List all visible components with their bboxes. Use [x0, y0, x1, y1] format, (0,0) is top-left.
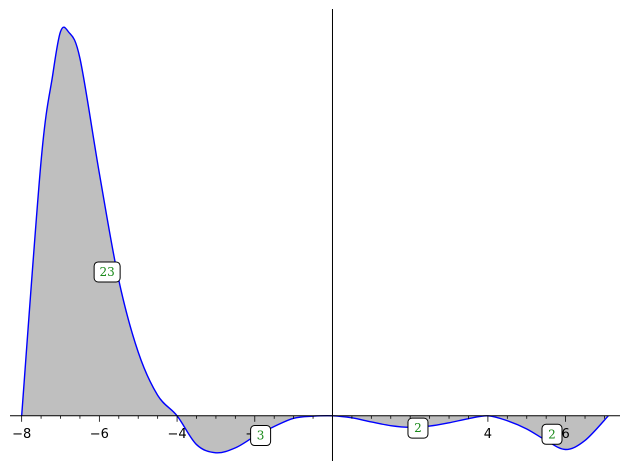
annotation-text: 2 [414, 421, 422, 435]
x-tick-label: −8 [12, 427, 31, 442]
annotation-text: 2 [548, 427, 556, 441]
x-tick-label: 4 [484, 427, 492, 442]
annotation-label: 3 [250, 425, 272, 447]
filled-area [21, 27, 609, 453]
annotation-box [250, 425, 272, 447]
annotations: 23 3 2 2 [93, 261, 563, 447]
x-tick-label: −6 [90, 427, 109, 442]
x-tick-label: −4 [167, 427, 186, 442]
series-line [20, 26, 609, 454]
annotation-label: 2 [541, 423, 563, 445]
annotation-label: 2 [407, 417, 429, 439]
annotation-label: 23 [93, 261, 121, 283]
annotation-box [407, 417, 429, 439]
annotation-text: 23 [99, 265, 114, 279]
annotation-text: 3 [257, 429, 265, 443]
x-tick-label: 6 [561, 427, 569, 442]
annotation-box [541, 423, 563, 445]
annotation-box [93, 261, 121, 283]
